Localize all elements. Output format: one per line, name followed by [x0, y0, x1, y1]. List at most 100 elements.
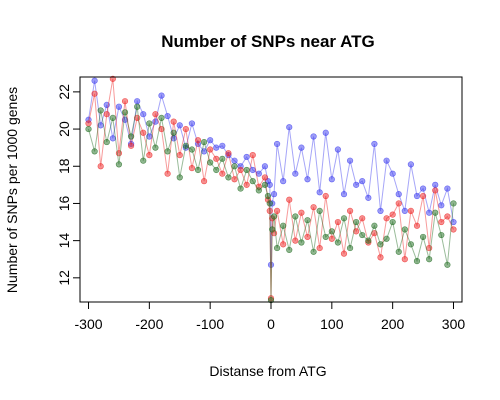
- data-point: [158, 114, 165, 122]
- data-point: [426, 209, 433, 216]
- data-point: [164, 112, 171, 120]
- data-point: [444, 185, 451, 192]
- data-point: [334, 218, 342, 226]
- data-point: [334, 239, 342, 246]
- x-tick-label: -300: [75, 316, 103, 332]
- data-point: [194, 166, 202, 174]
- data-point: [176, 151, 183, 159]
- x-tick-label: 0: [267, 316, 275, 332]
- data-point: [365, 194, 372, 201]
- data-point: [152, 144, 159, 151]
- data-point: [207, 137, 214, 144]
- data-point: [249, 151, 256, 159]
- data-point: [146, 120, 153, 127]
- data-point: [365, 237, 372, 244]
- data-point: [389, 170, 396, 177]
- data-point: [273, 244, 281, 252]
- data-point: [359, 178, 366, 185]
- x-tick-label: 300: [442, 316, 466, 332]
- data-point: [413, 192, 421, 200]
- data-point: [158, 92, 165, 99]
- data-point: [419, 185, 427, 192]
- x-axis-label: Distanse from ATG: [209, 363, 326, 379]
- data-point: [346, 244, 354, 252]
- y-tick-label: 20: [56, 121, 72, 137]
- data-point: [270, 191, 278, 198]
- data-point: [219, 170, 226, 177]
- data-point: [353, 228, 360, 235]
- data-point: [97, 163, 104, 170]
- data-point: [371, 222, 378, 229]
- data-point: [328, 228, 335, 235]
- data-point: [213, 166, 220, 174]
- data-point: [328, 235, 335, 242]
- data-point: [450, 218, 457, 226]
- data-point: [316, 207, 323, 214]
- data-point: [322, 129, 329, 136]
- y-tick-label: 18: [56, 158, 72, 174]
- data-point: [158, 125, 165, 133]
- data-point: [267, 261, 275, 268]
- data-point: [255, 187, 262, 194]
- data-point: [121, 116, 129, 123]
- data-point: [140, 129, 147, 136]
- data-point: [322, 192, 329, 200]
- data-point: [115, 161, 123, 168]
- data-point: [188, 120, 196, 127]
- data-point: [152, 118, 159, 125]
- data-point: [213, 155, 220, 162]
- data-point: [261, 174, 269, 181]
- data-point: [103, 138, 110, 146]
- data-point: [140, 157, 147, 164]
- data-point: [249, 166, 256, 174]
- data-point: [188, 146, 196, 153]
- data-point: [407, 241, 415, 248]
- data-point: [140, 111, 147, 118]
- data-point: [280, 222, 287, 229]
- data-point: [346, 157, 354, 164]
- data-point: [371, 140, 378, 148]
- data-point: [292, 170, 299, 177]
- data-point: [225, 174, 232, 181]
- data-point: [261, 181, 269, 188]
- series-2: [85, 75, 457, 302]
- data-point: [273, 140, 281, 148]
- x-tick-label: 200: [381, 316, 405, 332]
- data-point: [85, 120, 92, 127]
- data-point: [438, 218, 445, 226]
- data-point: [450, 200, 457, 207]
- data-point: [237, 185, 244, 192]
- data-point: [316, 189, 323, 196]
- data-point: [85, 125, 92, 133]
- data-point: [269, 226, 276, 233]
- x-tick-label: -200: [135, 316, 163, 332]
- data-point: [200, 148, 208, 155]
- y-axis-label: Number of SNPs per 1000 genes: [4, 87, 20, 293]
- y-tick-label: 12: [56, 270, 72, 286]
- data-point: [395, 191, 402, 198]
- data-point: [170, 118, 177, 125]
- data-point: [407, 207, 415, 214]
- y-axis: 12 14 16 18 20 22: [56, 84, 80, 286]
- series-line: [88, 80, 454, 265]
- data-point: [359, 231, 366, 239]
- data-point: [413, 222, 421, 229]
- x-tick-label: 100: [320, 316, 344, 332]
- data-point: [182, 142, 189, 149]
- data-point: [304, 233, 311, 241]
- data-point: [389, 218, 396, 226]
- data-point: [200, 178, 208, 185]
- data-point: [91, 77, 98, 84]
- data-point: [109, 135, 116, 142]
- data-point: [401, 207, 408, 214]
- data-point: [207, 146, 214, 153]
- data-point: [316, 244, 323, 252]
- data-point: [450, 226, 457, 233]
- data-point: [109, 114, 116, 122]
- data-point: [298, 144, 305, 151]
- data-point: [304, 176, 311, 183]
- data-point: [426, 244, 433, 252]
- data-point: [134, 98, 141, 105]
- data-point: [383, 157, 390, 164]
